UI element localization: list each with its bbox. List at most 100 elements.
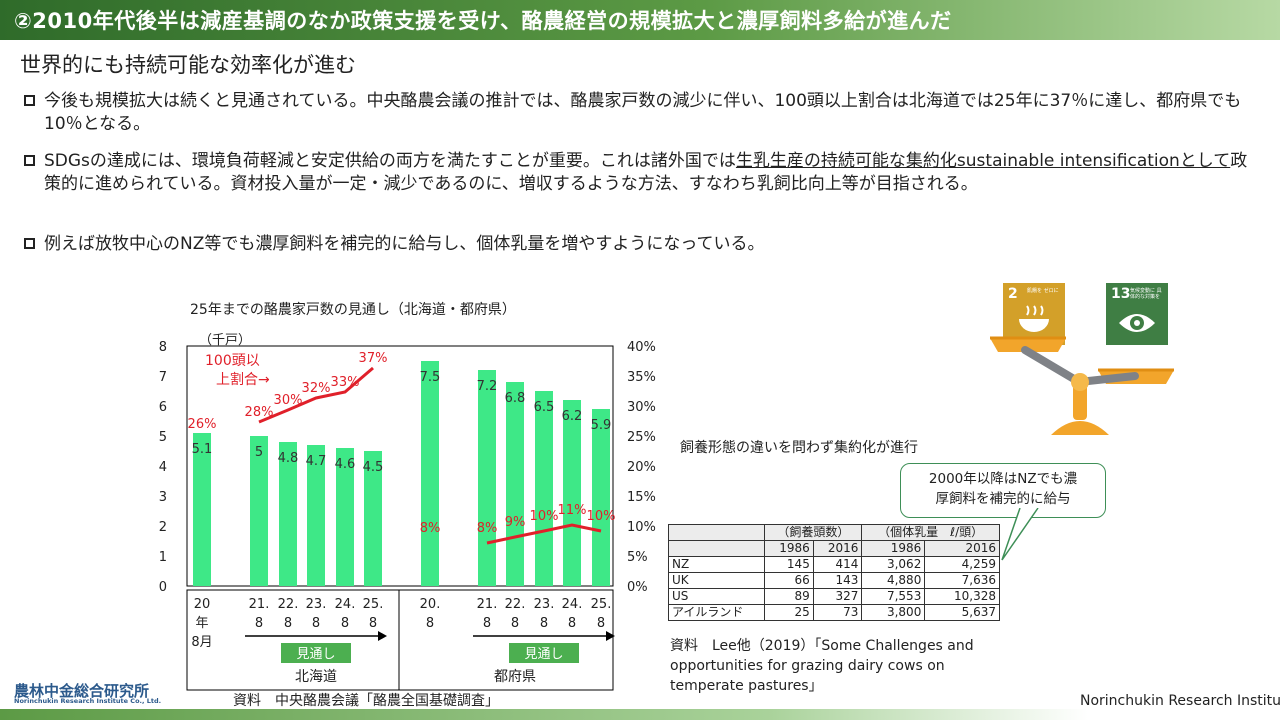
chart-bar	[336, 448, 354, 586]
table-year-row: 1986 2016 1986 2016	[667, 540, 1000, 557]
bar-value-label: 7.5	[420, 370, 441, 385]
value-cell: 5,637	[924, 604, 1000, 621]
forecast-arrowhead	[378, 631, 387, 641]
share-label: 8%	[477, 521, 498, 536]
value-cell: 3,062	[861, 556, 926, 573]
y-tick-label: 1	[159, 550, 167, 565]
chart-bar	[506, 382, 524, 586]
y2-tick-label: 5%	[627, 550, 648, 565]
y2-tick-label: 25%	[627, 430, 656, 445]
bullet-box-icon	[24, 238, 35, 249]
share-annotation: 上割合→	[216, 371, 270, 388]
bullet-2-text: SDGsの達成には、環境負荷軽減と安定供給の両方を満たすことが重要。これは諸外国…	[44, 150, 1254, 196]
y-tick-label: 6	[159, 400, 167, 415]
x-tick-label: 8	[568, 616, 576, 631]
table-row: アイルランド 25 73 3,800 5,637	[667, 604, 1000, 621]
callout-pointer	[1001, 508, 1039, 561]
value-cell: 25	[764, 604, 814, 621]
group-label: 北海道	[295, 669, 337, 685]
share-label: 33%	[331, 375, 360, 390]
table-corner	[667, 540, 766, 557]
chart-bar	[421, 361, 439, 586]
chart-bar	[279, 442, 297, 586]
y2-tick-label: 30%	[627, 400, 656, 415]
value-cell: 4,880	[861, 572, 926, 589]
value-cell: 4,259	[924, 556, 1000, 573]
y-axis-unit: （千戸）	[199, 333, 251, 348]
sdg-2-label: 飢餓を ゼロに	[1027, 288, 1059, 294]
y-tick-label: 3	[159, 490, 167, 505]
sdg-2-number: 2	[1008, 286, 1018, 302]
footer-bar	[0, 709, 1280, 720]
bar-chart: 0 1 2 3 4 5 6 7 8 0% 5% 10% 15% 20% 25% 30% 35% 40% （千戸） 5.…	[159, 333, 656, 691]
x-tick-label: 8	[597, 616, 605, 631]
x-tick-label: 8	[540, 616, 548, 631]
chart-bar	[478, 370, 496, 586]
value-cell: 89	[764, 588, 814, 605]
bar-value-label: 5	[255, 445, 263, 460]
y-tick-label: 7	[159, 370, 167, 385]
bullet-box-icon	[24, 155, 35, 166]
x-tick-label: 22.	[278, 597, 299, 612]
bullet-2: SDGsの達成には、環境負荷軽減と安定供給の両方を満たすことが重要。これは諸外国…	[24, 150, 1254, 196]
share-label: 11%	[558, 503, 587, 518]
x-tick-label: 8	[369, 616, 377, 631]
country-cell: US	[667, 588, 766, 605]
sdg-13-icon: 13 気候変動に 具体的な対策を	[1106, 283, 1168, 345]
x-tick-label: 22.	[505, 597, 526, 612]
forecast-label: 見通し	[296, 647, 335, 662]
x-tick-label: 23.	[534, 597, 555, 612]
plot-frame	[186, 345, 614, 587]
share-label: 28%	[245, 405, 274, 420]
share-label: 26%	[188, 417, 217, 432]
chart-bar	[535, 391, 553, 586]
x-tick-label: 24.	[335, 597, 356, 612]
value-cell: 73	[812, 604, 863, 621]
table-row: NZ 145 414 3,062 4,259	[667, 556, 1000, 573]
chart-bar	[563, 400, 581, 586]
chart-title: 25年までの酪農家戸数の見通し（北海道・都府県）	[190, 302, 516, 318]
forecast-arrowhead	[606, 631, 615, 641]
sdg-13-number: 13	[1111, 286, 1131, 302]
x-tick-label: 8	[483, 616, 491, 631]
page-title: ②2010年代後半は減産基調のなか政策支援を受け、酪農経営の規模拡大と濃厚飼料多…	[14, 9, 952, 33]
year-cell: 1986	[764, 540, 814, 557]
bar-value-label: 5.9	[591, 418, 612, 433]
country-cell: UK	[667, 572, 766, 589]
bullet-1-text: 今後も規模拡大は続くと見通されている。中央酪農会議の推計では、酪農家戸数の減少に…	[44, 91, 1242, 134]
bar-value-label: 6.5	[534, 400, 555, 415]
header-bar: ②2010年代後半は減産基調のなか政策支援を受け、酪農経営の規模拡大と濃厚飼料多…	[0, 0, 1280, 40]
bar-value-label: 4.8	[278, 451, 299, 466]
bar-value-label: 6.8	[505, 391, 526, 406]
chart-bar	[307, 445, 325, 586]
bar-value-label: 4.6	[335, 457, 356, 472]
bar-value-label: 5.1	[192, 442, 213, 457]
table-corner	[667, 524, 766, 541]
bullet-3: 例えば放牧中心のNZ等でも濃厚飼料を補完的に給与し、個体乳量を増やすようになって…	[24, 233, 1254, 256]
y2-tick-label: 40%	[627, 340, 656, 355]
value-cell: 143	[812, 572, 863, 589]
value-cell: 3,800	[861, 604, 926, 621]
share-label: 8%	[420, 521, 441, 536]
y-tick-label: 5	[159, 430, 167, 445]
header-herd-size: （飼養頭数）	[764, 524, 863, 541]
value-cell: 66	[764, 572, 814, 589]
year-cell: 1986	[861, 540, 926, 557]
x-tick-label: 8	[426, 616, 434, 631]
table-source: 資料 Lee他（2019）「Some Challenges and opport…	[670, 638, 974, 694]
y2-tick-label: 35%	[627, 370, 656, 385]
bullet-2-underlined: 生乳生産の持続可能な集約化sustainable intensification…	[735, 151, 1231, 171]
bullet-2-pre: SDGsの達成には、環境負荷軽減と安定供給の両方を満たすことが重要。これは諸外国…	[44, 151, 736, 171]
x-tick-label: 25.	[591, 597, 612, 612]
bar-value-label: 4.5	[363, 460, 384, 475]
bullet-2-post: 政策的に進められている。資材投入量が一定・減少であるのに、増収するような方法、す…	[44, 151, 1248, 194]
bar-value-label: 6.2	[562, 409, 583, 424]
value-cell: 7,553	[861, 588, 926, 605]
value-cell: 414	[812, 556, 863, 573]
balance-scale-illustration	[990, 336, 1174, 435]
table-row: UK 66 143 4,880 7,636	[667, 572, 1000, 589]
chart-source: 資料 中央酪農会議「酪農全国基礎調査」	[233, 693, 499, 709]
y2-tick-label: 20%	[627, 460, 656, 475]
chart-bar	[250, 436, 268, 586]
share-label: 9%	[505, 515, 526, 530]
